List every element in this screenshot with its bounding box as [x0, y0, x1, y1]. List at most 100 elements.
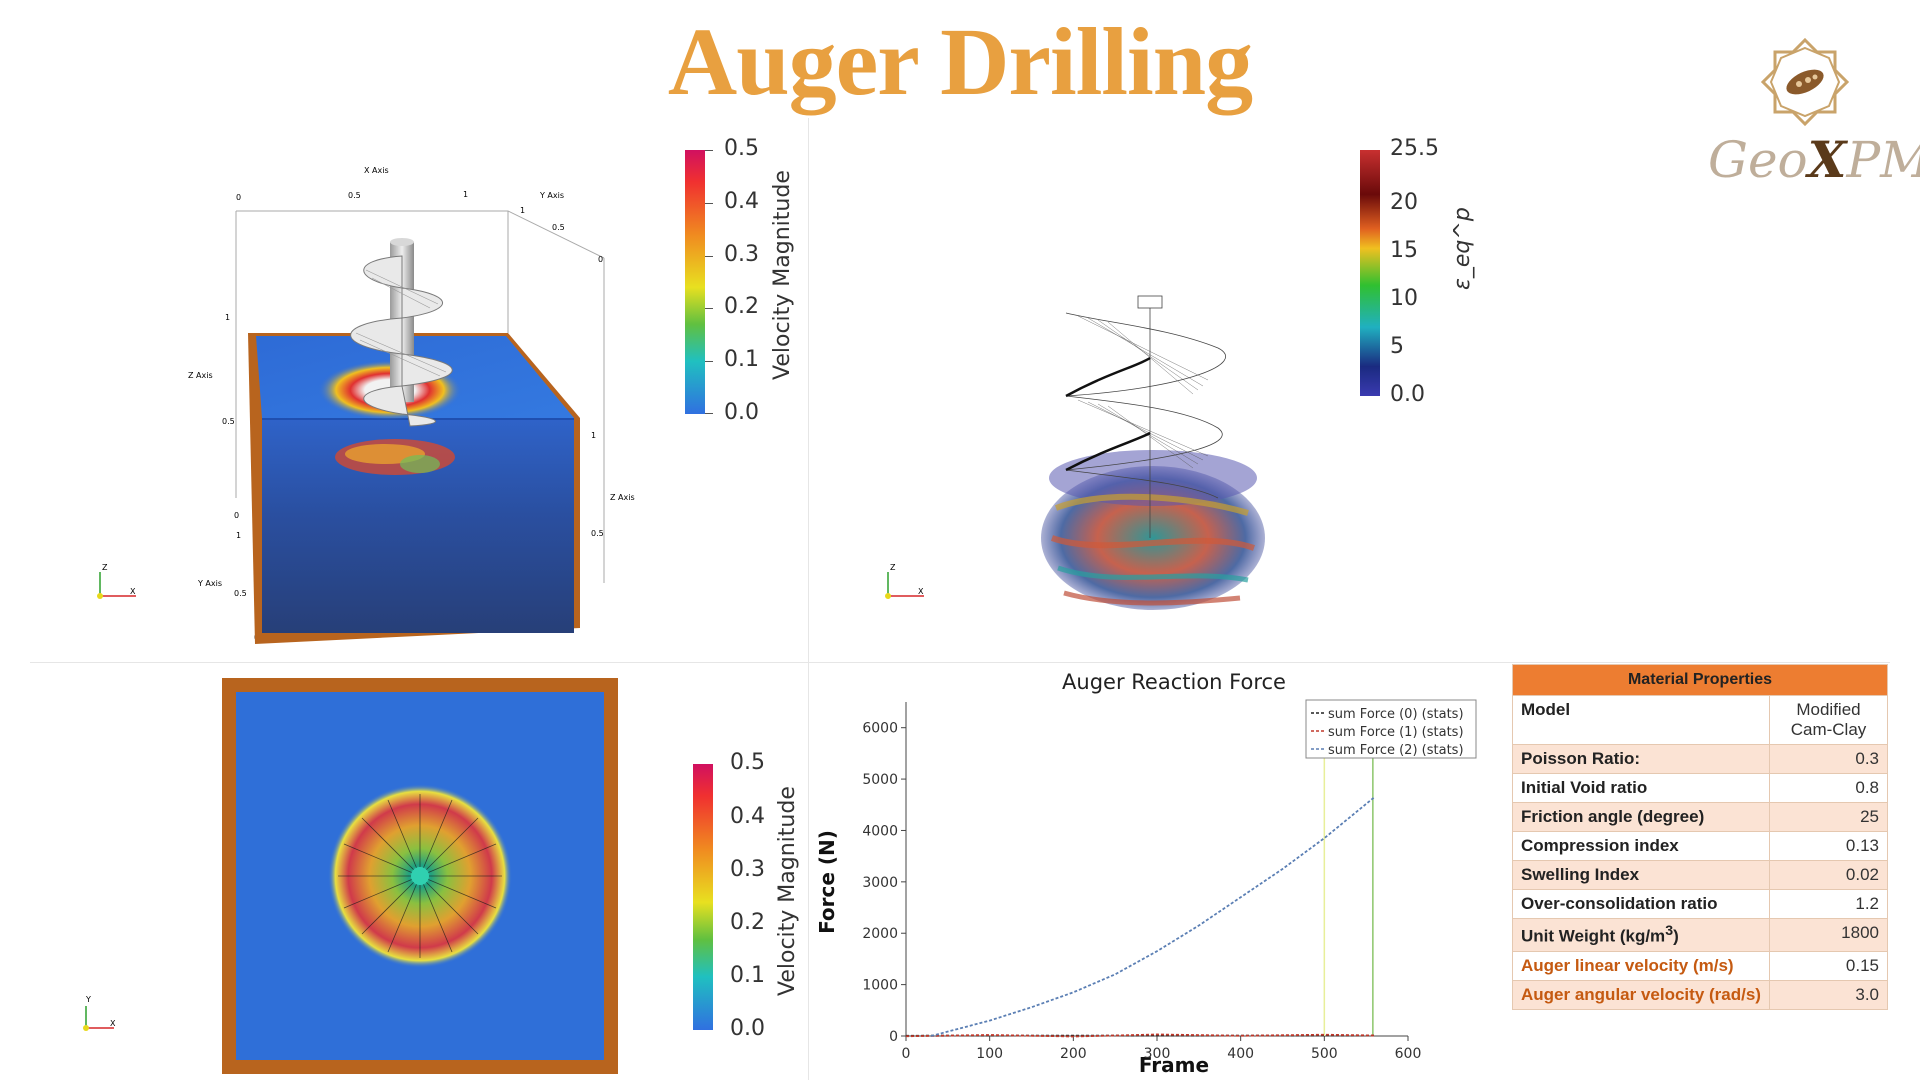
row-label: Over-consolidation ratio	[1513, 890, 1770, 919]
row-label: Poisson Ratio:	[1513, 745, 1770, 774]
row-label-superscript: 3	[1665, 923, 1673, 939]
colorbar-plastic-strain	[1360, 150, 1380, 396]
chart-y-tick-label: 4000	[862, 823, 898, 839]
row-value: 0.15	[1770, 951, 1888, 980]
row-value: 25	[1770, 803, 1888, 832]
chart-x-tick-label: 500	[1311, 1046, 1338, 1062]
row-value: 0.8	[1770, 774, 1888, 803]
chart-y-tick-label: 5000	[862, 772, 898, 788]
cb3-tick-00: 0.0	[730, 1016, 765, 1041]
cb3-tick-03: 0.3	[730, 857, 765, 882]
logo-text-pm: PM	[1846, 131, 1920, 189]
row-label: Compression index	[1513, 832, 1770, 861]
chart-y-tick-label: 2000	[862, 926, 898, 942]
cb2-tick-20: 20	[1390, 190, 1418, 215]
chart-legend-entry: sum Force (0) (stats)	[1328, 707, 1464, 722]
row-label-end: )	[1673, 927, 1679, 946]
chart-y-tick-label: 6000	[862, 721, 898, 737]
triad3-x-label: X	[110, 1019, 116, 1028]
colorbar-velocity-top	[685, 150, 705, 414]
cb2-tick-0: 0.0	[1390, 382, 1425, 407]
row-value: 0.02	[1770, 861, 1888, 890]
table-row: Unit Weight (kg/m3) 1800	[1513, 919, 1888, 952]
cb1-tick-01: 0.1	[724, 347, 759, 372]
table-row: Compression index 0.13	[1513, 832, 1888, 861]
cb2-tick-5: 5	[1390, 334, 1404, 359]
row-value: 1800	[1770, 919, 1888, 952]
table-row: Over-consolidation ratio 1.2	[1513, 890, 1888, 919]
z-tick-1-right: 1	[591, 431, 596, 440]
page-title: Auger Drilling	[0, 6, 1920, 117]
cb2-title: ε_eq^p	[1450, 207, 1475, 290]
cb2-tick-15: 15	[1390, 238, 1418, 263]
cb3-tick-04: 0.4	[730, 804, 765, 829]
row-label: Unit Weight (kg/m	[1521, 927, 1665, 946]
row-label: Swelling Index	[1513, 861, 1770, 890]
cb1-tick-04: 0.4	[724, 189, 759, 214]
logo-text-x: X	[1808, 130, 1847, 189]
row-value-line1: Modified	[1778, 700, 1879, 720]
y-tick-05-bottom: 0.5	[234, 589, 247, 598]
chart-y-tick-label: 3000	[862, 875, 898, 891]
table-row: Poisson Ratio: 0.3	[1513, 745, 1888, 774]
chart-x-tick-label: 600	[1395, 1046, 1422, 1062]
chart-legend-entry: sum Force (1) (stats)	[1328, 725, 1464, 740]
x-tick-0: 0	[236, 193, 241, 202]
row-label: Friction angle (degree)	[1513, 803, 1770, 832]
chart-title: Auger Reaction Force	[1062, 670, 1286, 694]
cb1-tick-03: 0.3	[724, 242, 759, 267]
chart-x-tick-label: 400	[1227, 1046, 1254, 1062]
z-axis-label-right: Z Axis	[610, 493, 635, 502]
row-value: 1.2	[1770, 890, 1888, 919]
z-tick-1: 1	[225, 313, 230, 322]
row-value-line2: Cam-Clay	[1778, 720, 1879, 740]
cb3-title: Velocity Magnitude	[775, 786, 800, 996]
table-row: Auger angular velocity (rad/s) 3.0	[1513, 980, 1888, 1009]
table-row: Initial Void ratio 0.8	[1513, 774, 1888, 803]
table-row: Swelling Index 0.02	[1513, 861, 1888, 890]
row-value: 0.3	[1770, 745, 1888, 774]
z-tick-0: 0	[234, 511, 239, 520]
row-label: Auger linear velocity (m/s)	[1513, 951, 1770, 980]
geoxpm-logo: GeoXPM	[1700, 20, 1910, 200]
row-label: Model	[1513, 696, 1770, 745]
panel-velocity-top-view: Y X	[0, 664, 808, 1080]
row-label: Auger angular velocity (rad/s)	[1513, 980, 1770, 1009]
colorbar-velocity-bottom	[693, 764, 713, 1030]
cb1-tick-05: 0.5	[724, 136, 759, 161]
row-value: 0.13	[1770, 832, 1888, 861]
chart-x-tick-label: 300	[1144, 1046, 1171, 1062]
triad-x-label: X	[130, 587, 136, 596]
table-row: Friction angle (degree) 25	[1513, 803, 1888, 832]
y-tick-05: 0.5	[552, 223, 565, 232]
triad3-y-label: Y	[85, 995, 91, 1004]
triad-z-label: Z	[102, 563, 108, 572]
x-axis-label: X Axis	[364, 166, 389, 175]
z-tick-05-right: 0.5	[591, 529, 604, 538]
row-value: 3.0	[1770, 980, 1888, 1009]
y-axis-label-bottom: Y Axis	[197, 579, 222, 588]
z-axis-label: Z Axis	[188, 371, 213, 380]
cb3-tick-02: 0.2	[730, 910, 765, 935]
chart-x-tick-label: 100	[976, 1046, 1003, 1062]
y-tick-1-bottom: 1	[236, 531, 241, 540]
cb3-tick-01: 0.1	[730, 963, 765, 988]
cb1-tick-00: 0.0	[724, 400, 759, 425]
z-tick-05: 0.5	[222, 417, 235, 426]
row-label: Initial Void ratio	[1513, 774, 1770, 803]
chart-y-tick-label: 0	[889, 1029, 898, 1045]
cb1-tick-02: 0.2	[724, 294, 759, 319]
triad2-z-label: Z	[890, 563, 896, 572]
panel-divider-horizontal	[30, 662, 1890, 663]
y-tick-1: 1	[520, 206, 525, 215]
chart-series-line-2	[931, 797, 1374, 1036]
table-row: Auger linear velocity (m/s) 0.15	[1513, 951, 1888, 980]
x-tick-1: 1	[463, 190, 468, 199]
chart-legend-entry: sum Force (2) (stats)	[1328, 743, 1464, 758]
y-tick-0: 0	[598, 255, 603, 264]
y-axis-label: Y Axis	[539, 191, 564, 200]
x-tick-05: 0.5	[348, 191, 361, 200]
